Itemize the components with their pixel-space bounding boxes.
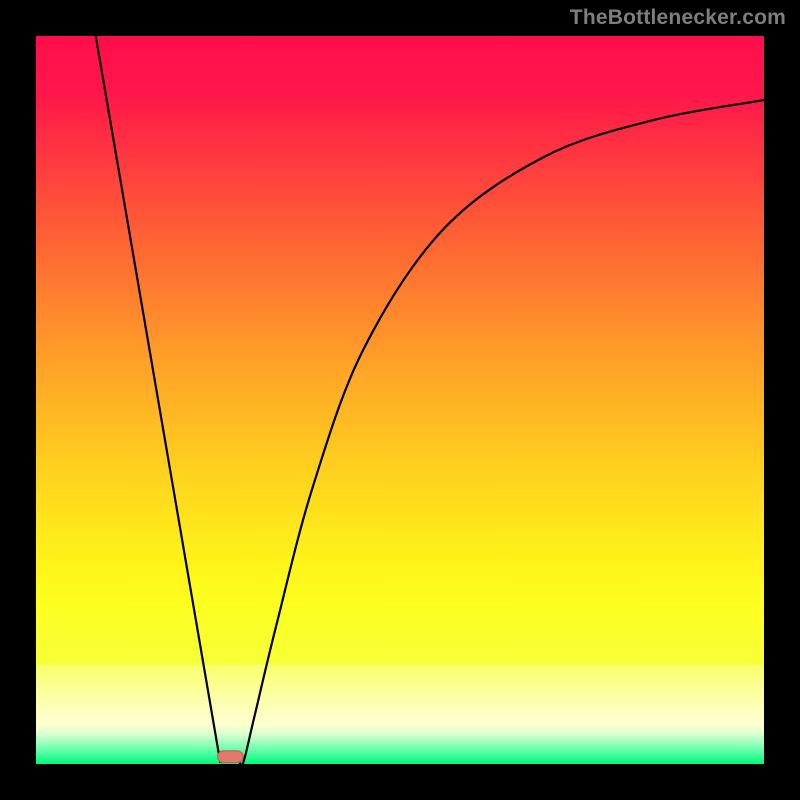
chart-background bbox=[36, 36, 764, 764]
watermark-text: TheBottlenecker.com bbox=[570, 6, 786, 30]
chart-root: TheBottlenecker.com bbox=[0, 0, 800, 800]
bottleneck-chart bbox=[0, 0, 800, 800]
trough-marker bbox=[218, 751, 243, 763]
